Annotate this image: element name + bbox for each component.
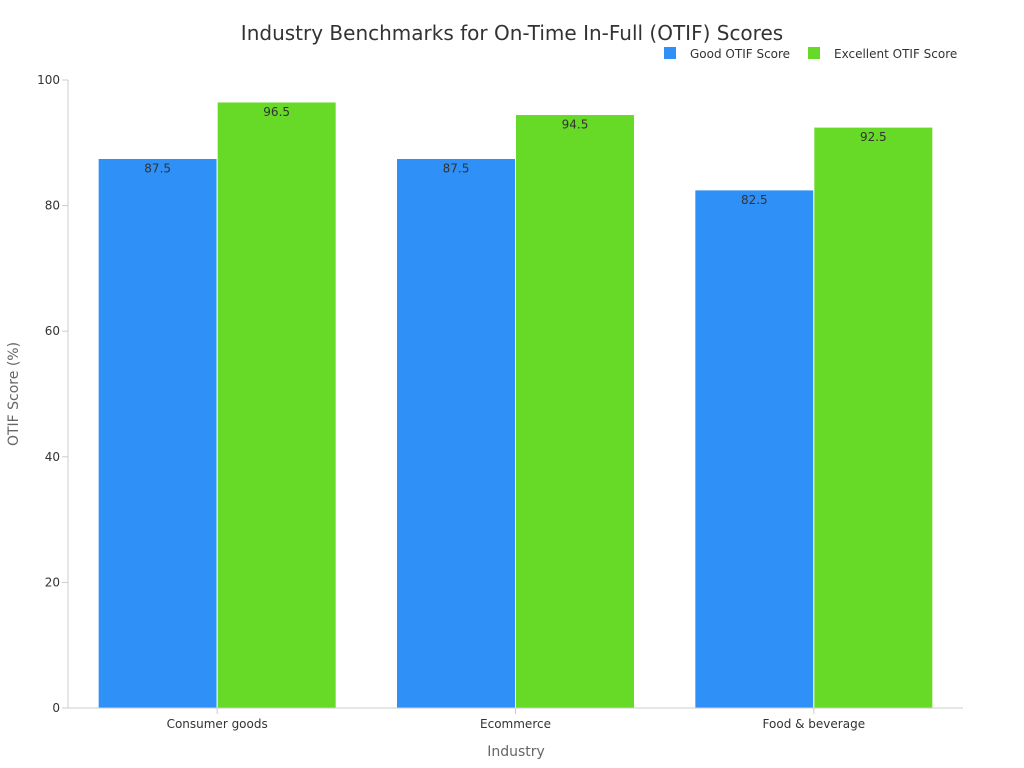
y-axis-label: OTIF Score (%) [6,342,22,446]
bar-consumer-goods-excellent-otif-score [216,101,337,709]
x-axis-ticks: Consumer goods Ecommerce Food & beverage [167,708,866,731]
y-tick-label-80: 80 [45,199,60,213]
data-label-consumer-goods-excellent-otif-score: 96.5 [263,105,290,119]
y-axis-ticks: 0 20 40 60 80 100 [37,73,68,715]
legend-label-excellent-otif-score: Excellent OTIF Score [834,47,957,61]
x-tick-label-consumer-goods: Consumer goods [167,717,268,731]
y-tick-label-100: 100 [37,73,60,87]
x-axis-label: Industry [487,744,545,760]
x-tick-label-ecommerce: Ecommerce [480,717,551,731]
data-label-ecommerce-good-otif-score: 87.5 [443,162,470,176]
y-tick-label-0: 0 [52,701,60,715]
data-labels-group: 87.5 96.5 87.5 94.5 82.5 92.5 [144,105,886,207]
data-label-food-and-beverage-good-otif-score: 82.5 [741,193,768,207]
data-label-food-and-beverage-excellent-otif-score: 92.5 [860,130,887,144]
bar-food-and-beverage-excellent-otif-score [813,126,934,709]
x-tick-label-food-and-beverage: Food & beverage [763,717,866,731]
chart-title: Industry Benchmarks for On-Time In-Full … [241,21,783,45]
bar-ecommerce-excellent-otif-score [515,114,635,709]
bar-ecommerce-good-otif-score [396,158,516,709]
y-tick-label-20: 20 [45,575,60,589]
y-tick-label-60: 60 [45,324,60,338]
data-label-ecommerce-excellent-otif-score: 94.5 [562,118,589,132]
legend-swatch-good-otif-score [664,47,676,59]
legend-label-good-otif-score: Good OTIF Score [690,47,790,61]
bar-food-and-beverage-good-otif-score [694,189,815,709]
bars-group [97,101,934,709]
legend: Good OTIF Score Excellent OTIF Score [664,47,957,61]
data-label-consumer-goods-good-otif-score: 87.5 [144,162,171,176]
bar-consumer-goods-good-otif-score [97,158,218,709]
legend-swatch-excellent-otif-score [808,47,820,59]
y-tick-label-40: 40 [45,450,60,464]
